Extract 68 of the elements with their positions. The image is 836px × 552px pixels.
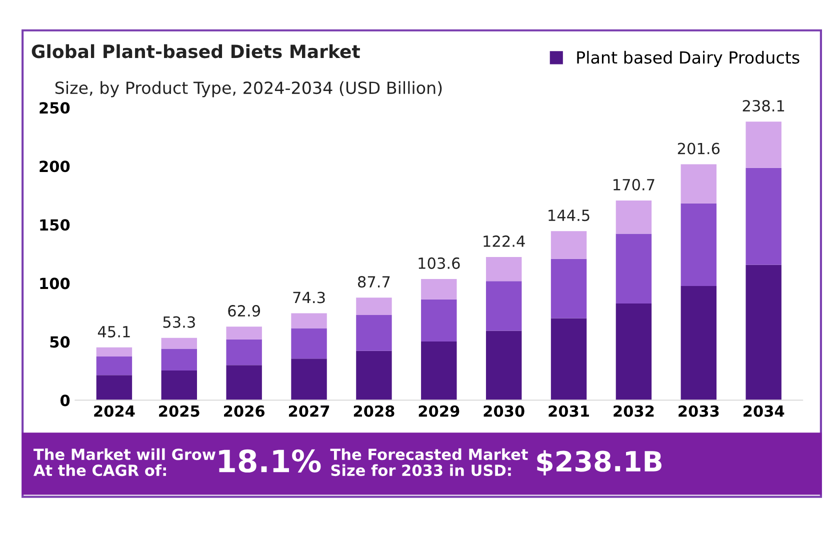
total-label: 201.6 [678, 142, 720, 154]
bar [746, 168, 782, 265]
bar [421, 341, 457, 400]
bar [421, 278, 457, 300]
bar [161, 338, 197, 349]
bar [680, 286, 717, 400]
total-label: 62.9 [228, 305, 260, 317]
x-tick-label: 2027 [288, 405, 330, 417]
y-tick-label: 200 [40, 160, 70, 172]
bar [291, 358, 327, 400]
bar [161, 348, 197, 370]
bar [550, 318, 587, 400]
bar [96, 356, 132, 376]
total-label: 238.1 [742, 100, 784, 112]
text: The Forecasted Market Size for 2033 in USD: [330, 448, 528, 476]
bar [356, 298, 392, 316]
bar [486, 256, 522, 282]
bar [421, 299, 457, 342]
x-tick-label: 2030 [484, 405, 524, 417]
bar [616, 234, 652, 304]
text: 18.1% [219, 449, 321, 473]
y-tick-label: 0 [60, 394, 70, 406]
bar [680, 203, 717, 286]
x-tick-label: 2028 [354, 405, 394, 417]
chart-title: Global Plant-based Diets Market [32, 44, 360, 58]
bar [161, 370, 197, 400]
bar [356, 315, 392, 351]
x-tick-label: 2033 [678, 405, 719, 417]
total-label: 144.5 [548, 210, 590, 222]
total-label: 122.4 [484, 235, 525, 247]
total-label: 103.6 [418, 257, 460, 269]
x-tick-label: 2029 [418, 405, 460, 417]
bar [226, 339, 262, 366]
total-label: 53.3 [163, 316, 195, 328]
y-tick-label: 100 [40, 278, 70, 290]
bar [96, 347, 132, 357]
bar [550, 258, 587, 318]
bar [550, 231, 587, 259]
text: $238.1B [537, 450, 662, 476]
y-tick-label: 50 [50, 336, 70, 348]
x-tick-label: 2032 [614, 405, 654, 417]
bar [356, 350, 392, 400]
text: The Market will Grow At the CAGR of: [34, 448, 216, 476]
y-tick-label: 150 [40, 219, 70, 231]
x-tick-label: 2034 [744, 405, 784, 417]
total-label: 74.3 [293, 292, 325, 304]
bar [746, 264, 782, 400]
chart-subtitle: Size, by Product Type, 2024-2034 (USD Billion) [55, 81, 442, 98]
total-label: 87.7 [358, 276, 390, 288]
bar [616, 304, 652, 400]
total-label: 45.1 [98, 326, 130, 338]
bar [291, 313, 327, 328]
bar [616, 200, 652, 234]
legend-label: Plant based Dairy Products [577, 50, 800, 68]
x-tick-label: 2024 [94, 405, 135, 417]
bar [226, 326, 262, 340]
x-tick-label: 2026 [224, 405, 265, 417]
bar [96, 375, 132, 400]
x-tick-label: 2031 [548, 405, 589, 417]
bar [746, 122, 782, 168]
bar [486, 330, 522, 400]
bar [680, 164, 717, 204]
x-tick-label: 2025 [159, 405, 200, 417]
y-tick-label: 250 [40, 102, 70, 114]
total-label: 170.7 [614, 178, 654, 190]
bar [486, 281, 522, 331]
bar [291, 328, 327, 359]
bar [226, 365, 262, 400]
